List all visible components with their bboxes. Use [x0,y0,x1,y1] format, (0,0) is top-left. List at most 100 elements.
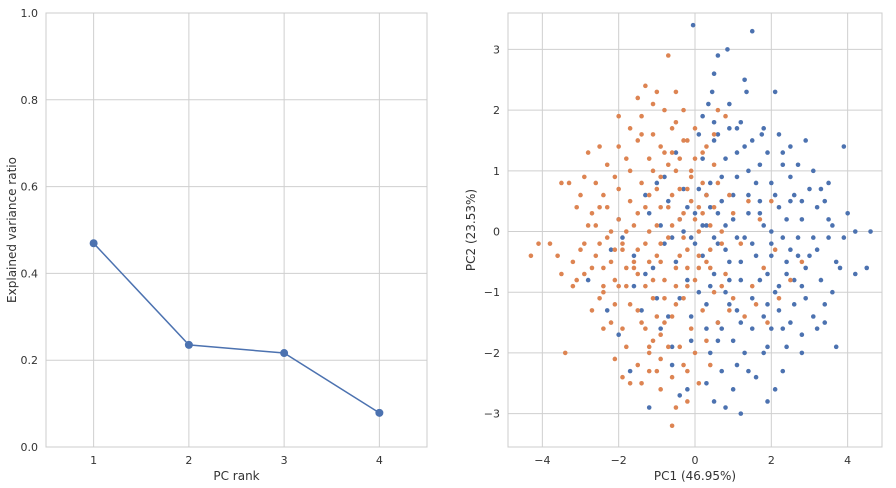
plot-frame [45,12,428,448]
scatter-point [662,241,667,246]
scatter-point [795,235,801,240]
scatter-point [685,186,690,192]
scatter-point [624,283,629,289]
scatter-point [677,156,683,161]
scatter-point [604,235,610,240]
scatter-point [627,168,633,174]
y-tick-label: 0 [493,226,500,239]
scatter-point [658,223,663,228]
scatter-point [574,204,579,210]
scatter-point [711,289,717,295]
scatter-point [830,223,835,228]
scatter-point [776,308,782,313]
scatter-series [528,53,805,429]
scatter-point [696,132,702,137]
scatter-point [727,277,732,283]
scatter-point [643,283,648,289]
scatter-point [841,235,847,240]
scatter-point [589,211,595,216]
scatter-point [582,271,587,277]
scatter-point [833,259,839,265]
scatter-point [643,271,648,277]
y-tick-label: 0.2 [21,354,39,367]
scatter-point [597,204,602,210]
y-tick-label: 2 [493,104,500,117]
pca-scatter-plot: −4 −2 0 2 4 −3 −2 −1 0 1 2 3 PC2 (23.53%) PC1 (46.9… [464,12,883,483]
scatter-point [780,150,786,155]
scatter-point [612,277,618,283]
scatter-point [776,295,782,301]
scatter-point [597,144,602,149]
scatter-point [688,235,694,240]
scatter-point [601,289,606,295]
scatter-point [654,368,660,374]
scatter-point [673,119,679,125]
scatter-point [704,144,709,149]
scatter-point [811,314,816,319]
scatter-point [818,186,824,192]
scatter-point [688,198,694,204]
scatter-point [570,259,576,265]
scatter-point [772,289,778,295]
scatter-point [692,126,698,131]
scatter-point [711,204,717,210]
scatter-point [578,247,583,253]
scatter-point [700,253,705,259]
scatter-point [685,368,690,374]
scatter-point [624,344,629,350]
scatter-point [715,241,721,246]
scatter-point [616,186,621,192]
scatter-point [704,380,709,386]
scatter-point [765,271,770,277]
scatter-point [753,374,759,380]
scatter-point [616,217,621,222]
scatter-point [769,180,774,186]
scatter-point [639,113,644,119]
scatter-point [757,211,763,216]
scatter-point [845,211,850,216]
scatter-point [673,259,679,265]
scatter-point [772,192,778,198]
scatter-point [673,302,679,307]
scatter-point [593,253,599,259]
scatter-point [753,180,759,186]
scatter-point [746,168,751,174]
scatter-point [585,150,591,155]
scatter-point [654,223,660,228]
scatter-point [826,180,831,186]
scatter-point [601,326,606,331]
scatter-point [616,332,621,338]
scatter-point [769,253,774,259]
scatter-point [761,223,766,228]
scatter-point [685,204,690,210]
scatter-point [765,302,770,307]
scatter-point [658,326,663,331]
scatter-point [765,320,770,325]
scatter-point [799,283,805,289]
scatter-point [772,89,778,95]
scatter-point [727,302,732,307]
scatter-point [681,229,686,234]
scatter-point [650,132,656,137]
scatter-point [811,168,816,174]
scatter-point [700,150,705,155]
scatter-point [711,235,717,240]
y-tick-label: 3 [493,43,500,56]
scatter-point [769,326,774,331]
scatter-point [688,174,694,180]
scatter-point [723,223,728,228]
scatter-point [582,174,587,180]
scatter-point [578,192,583,198]
scatter-point [685,247,690,253]
scatter-point [696,186,702,192]
scatter-point [784,217,789,222]
scatter-point [654,186,660,192]
y-tick-label: 0.6 [21,181,39,194]
scatter-point [784,259,789,265]
scatter-point [624,229,629,234]
scatter-point [727,101,732,107]
scatter-point [639,132,644,137]
scatter-point [830,289,835,295]
scatter-point [852,229,858,234]
scatter-point [715,107,721,113]
